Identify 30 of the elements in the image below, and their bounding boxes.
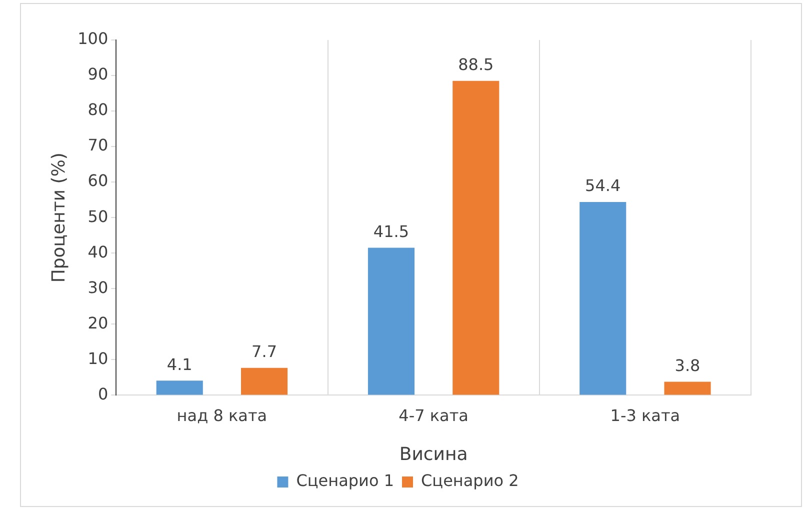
bar [664,382,711,395]
data-label: 3.8 [674,356,700,375]
x-axis-title: Висина [399,444,468,465]
x-tick-label: 1-3 ката [610,406,680,425]
y-tick-label: 60 [88,171,108,190]
y-tick-label: 90 [88,64,108,84]
y-tick-label: 30 [88,278,108,297]
y-tick-label: 10 [88,348,108,368]
data-label: 88.5 [458,55,494,74]
bar [580,202,626,395]
y-tick-label: 50 [88,206,108,226]
bar [368,248,415,395]
data-label: 54.4 [585,176,621,196]
data-label: 4.1 [166,354,192,374]
x-tick-label: над 8 ката [176,406,268,425]
bar [240,368,288,395]
y-tick-label: 80 [88,100,108,120]
bar [452,80,500,395]
bar [156,380,203,395]
y-tick-label: 40 [88,242,108,262]
data-label: 7.7 [252,342,277,362]
y-tick-label: 70 [88,136,108,155]
legend-label: Сценарио 1 [296,471,394,490]
y-tick-label: 0 [98,384,108,404]
data-label: 41.5 [373,222,410,241]
x-tick-label: 4-7 ката [398,406,468,425]
y-tick-label: 100 [78,29,108,48]
legend-label: Сценарио 2 [421,471,519,490]
y-axis-title: Проценти (%) [48,152,70,283]
y-tick-label: 20 [88,313,108,332]
